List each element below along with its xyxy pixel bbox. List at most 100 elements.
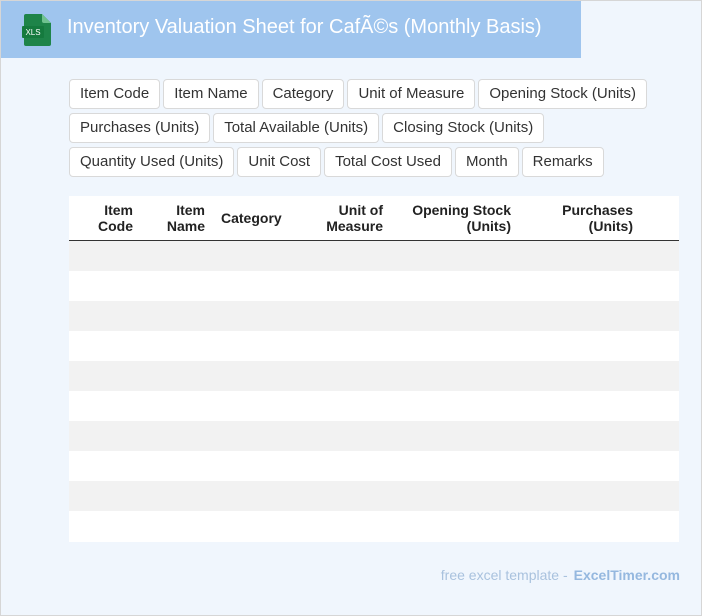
table-cell [519, 361, 641, 391]
table-cell [519, 421, 641, 451]
table-cell [213, 271, 291, 301]
table-cell [641, 361, 679, 391]
table-cell [291, 481, 391, 511]
table-row [69, 451, 679, 481]
table-cell [291, 391, 391, 421]
table-cell [391, 240, 519, 271]
table-row [69, 391, 679, 421]
table-row [69, 331, 679, 361]
footer: free excel template - ExcelTimer.com [441, 567, 680, 583]
table-cell [291, 331, 391, 361]
table-cell [213, 481, 291, 511]
table-cell [141, 481, 213, 511]
table-cell [69, 391, 141, 421]
table-cell [641, 511, 679, 541]
table-cell [641, 421, 679, 451]
table-cell [391, 421, 519, 451]
table-cell [213, 240, 291, 271]
table-cell [291, 451, 391, 481]
table-cell [141, 391, 213, 421]
table-row [69, 361, 679, 391]
column-header: Item Name [141, 196, 213, 241]
site-link[interactable]: ExcelTimer.com [573, 567, 680, 583]
table-cell [141, 331, 213, 361]
table-cell [291, 511, 391, 541]
column-header: Total Available (Units) [641, 196, 679, 241]
tag[interactable]: Remarks [521, 147, 604, 177]
table-row [69, 271, 679, 301]
table-cell [519, 391, 641, 421]
table-cell [641, 451, 679, 481]
table-cell [141, 511, 213, 541]
footer-text: free excel template - [440, 567, 568, 583]
table-cell [641, 331, 679, 361]
tag[interactable]: Item Code [69, 79, 161, 109]
table-cell [291, 361, 391, 391]
table-cell [213, 301, 291, 331]
table-cell [391, 511, 519, 541]
tag-list: Item Code Item Name Category Unit of Measur… [69, 79, 649, 177]
table-row [69, 511, 679, 541]
column-header: Unit of Measure [291, 196, 391, 241]
table-cell [519, 240, 641, 271]
tag[interactable]: Month [454, 147, 519, 177]
table-cell [69, 481, 141, 511]
table-cell [641, 271, 679, 301]
table-cell [519, 511, 641, 541]
tag[interactable]: Unit Cost [237, 147, 322, 177]
table-cell [141, 240, 213, 271]
table-cell [213, 511, 291, 541]
tag[interactable]: Category [261, 79, 345, 109]
tag[interactable]: Closing Stock (Units) [382, 113, 545, 143]
title: Inventory Valuation Sheet for CafÃ©s (Mo… [67, 16, 542, 38]
column-header: Purchases (Units) [519, 196, 641, 241]
table-cell [213, 361, 291, 391]
table-cell [291, 240, 391, 271]
table-cell [69, 240, 141, 271]
tag[interactable]: Purchases (Units) [69, 113, 211, 143]
tag[interactable]: Quantity Used (Units) [69, 147, 235, 177]
tag[interactable]: Opening Stock (Units) [478, 79, 648, 109]
icon-label: XLS [25, 28, 40, 37]
table-cell [213, 421, 291, 451]
table-cell [141, 421, 213, 451]
column-header: Item Code [69, 196, 141, 241]
table-cell [141, 451, 213, 481]
table-cell [69, 511, 141, 541]
table-cell [141, 271, 213, 301]
table-cell [69, 361, 141, 391]
table-cell [291, 301, 391, 331]
table-row [69, 421, 679, 451]
table-cell [641, 240, 679, 271]
table-cell [641, 301, 679, 331]
table-cell [519, 451, 641, 481]
header-row: Item Code Item Name Category Unit of Measur… [69, 196, 679, 241]
table-cell [141, 301, 213, 331]
tag[interactable]: Total Available (Units) [213, 113, 380, 143]
header-bar: XLS Inventory Valuation Sheet for CafÃ©s… [1, 1, 581, 58]
tag[interactable]: Total Cost Used [324, 147, 452, 177]
table-cell [519, 301, 641, 331]
table-cell [69, 331, 141, 361]
table-row [69, 481, 679, 511]
column-header: Category [213, 196, 291, 241]
tag[interactable]: Item Name [163, 79, 259, 109]
table-cell [391, 271, 519, 301]
table-cell [519, 331, 641, 361]
table-cell [69, 421, 141, 451]
table-cell [391, 361, 519, 391]
tag[interactable]: Unit of Measure [347, 79, 476, 109]
table-cell [391, 391, 519, 421]
table-cell [391, 301, 519, 331]
table-cell [291, 271, 391, 301]
table-cell [291, 421, 391, 451]
table-cell [213, 391, 291, 421]
table-cell [69, 451, 141, 481]
table-cell [519, 481, 641, 511]
table-cell [141, 361, 213, 391]
table-cell [213, 451, 291, 481]
table-cell [69, 301, 141, 331]
table-row [69, 301, 679, 331]
table-body [69, 240, 679, 542]
